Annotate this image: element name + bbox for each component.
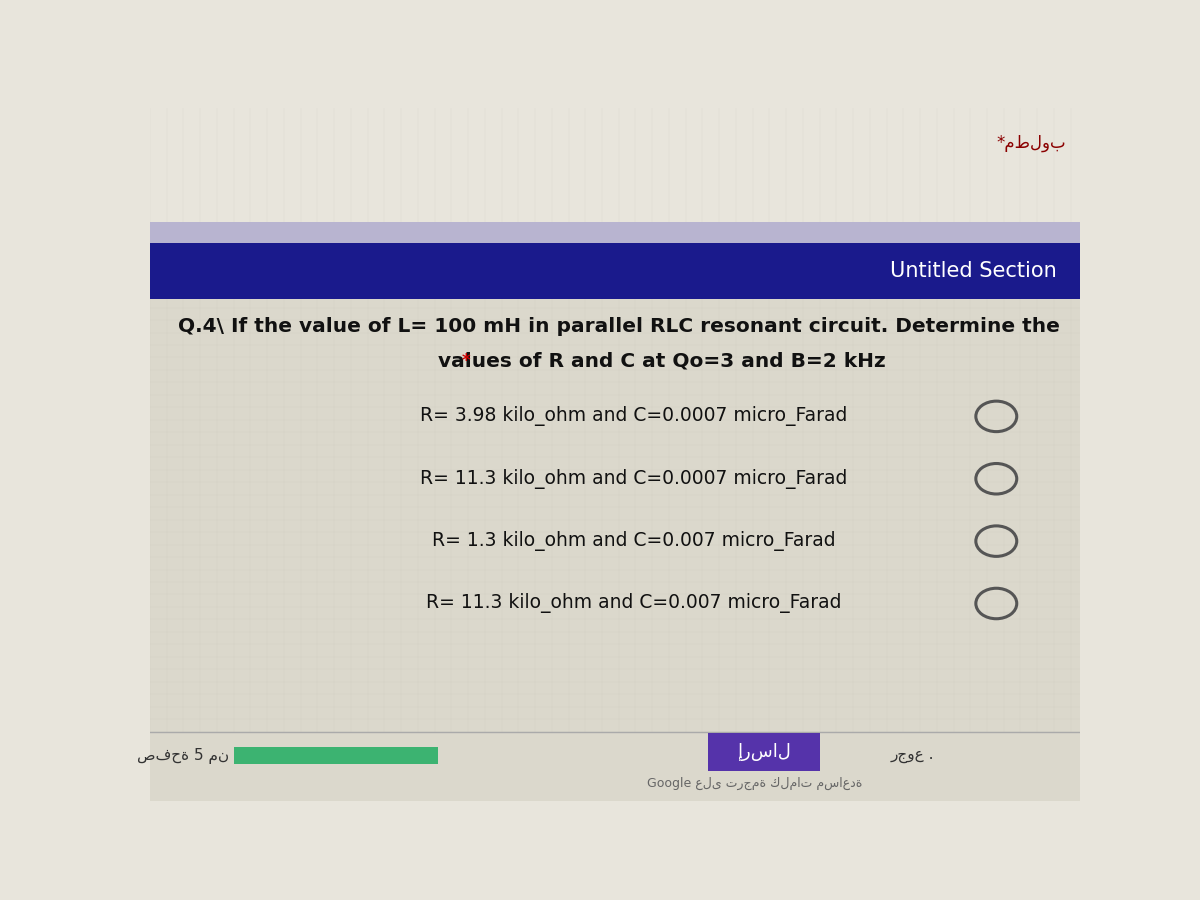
Text: *: * bbox=[462, 352, 470, 370]
Text: Google على ترجمة كلمات مساعدة: Google على ترجمة كلمات مساعدة bbox=[647, 777, 862, 790]
Text: Untitled Section: Untitled Section bbox=[890, 261, 1057, 281]
Text: صفحة 5 من: صفحة 5 من bbox=[137, 748, 229, 764]
Text: R= 11.3 kilo_ohm and C=0.007 micro_Farad: R= 11.3 kilo_ohm and C=0.007 micro_Farad bbox=[426, 593, 841, 614]
FancyBboxPatch shape bbox=[708, 734, 820, 771]
FancyBboxPatch shape bbox=[150, 243, 1080, 299]
Text: R= 3.98 kilo_ohm and C=0.0007 micro_Farad: R= 3.98 kilo_ohm and C=0.0007 micro_Fara… bbox=[420, 407, 847, 427]
FancyBboxPatch shape bbox=[150, 108, 1080, 198]
Text: values of R and C at Qo=3 and B=2 kHz: values of R and C at Qo=3 and B=2 kHz bbox=[438, 351, 886, 371]
FancyBboxPatch shape bbox=[150, 222, 1080, 243]
FancyBboxPatch shape bbox=[234, 747, 438, 764]
Text: R= 1.3 kilo_ohm and C=0.007 micro_Farad: R= 1.3 kilo_ohm and C=0.007 micro_Farad bbox=[432, 531, 835, 551]
FancyBboxPatch shape bbox=[150, 732, 1080, 801]
Text: Q.4\ If the value of L= 100 mH in parallel RLC resonant circuit. Determine the: Q.4\ If the value of L= 100 mH in parall… bbox=[178, 317, 1060, 336]
FancyBboxPatch shape bbox=[150, 299, 1080, 732]
Text: R= 11.3 kilo_ohm and C=0.0007 micro_Farad: R= 11.3 kilo_ohm and C=0.0007 micro_Fara… bbox=[420, 469, 847, 489]
Text: رجوع .: رجوع . bbox=[890, 749, 935, 763]
Text: *مطلوب: *مطلوب bbox=[996, 133, 1066, 151]
Text: إرسال: إرسال bbox=[737, 743, 791, 761]
